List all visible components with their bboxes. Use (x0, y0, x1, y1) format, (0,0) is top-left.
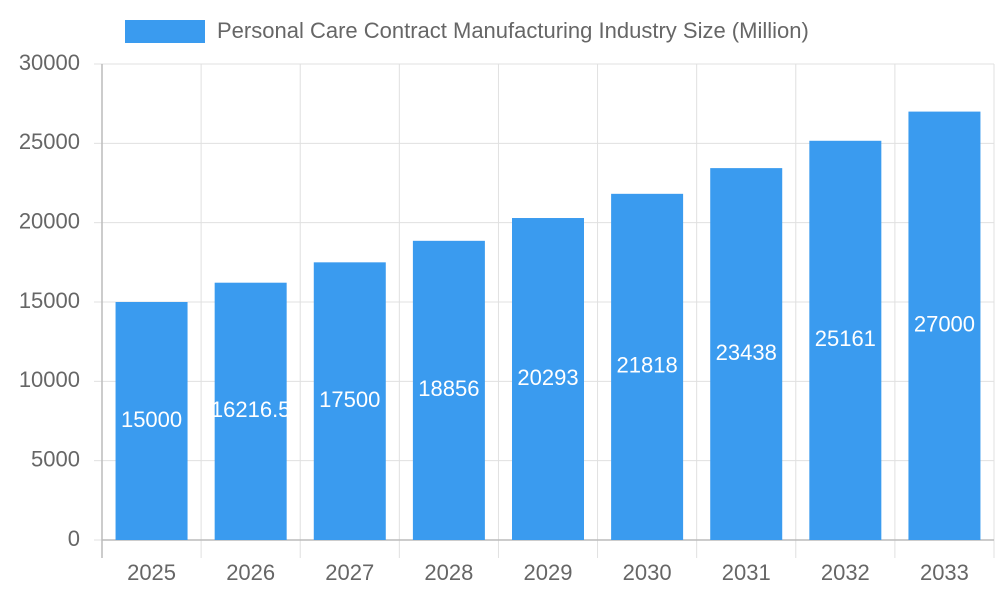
value-label: 25161 (815, 326, 876, 351)
value-label: 27000 (914, 312, 975, 337)
x-tick-label: 2026 (226, 560, 275, 585)
legend-label: Personal Care Contract Manufacturing Ind… (217, 18, 809, 43)
bar (611, 193, 684, 541)
bar (710, 168, 783, 540)
y-tick-label: 5000 (31, 446, 80, 471)
y-tick-label: 25000 (19, 129, 80, 154)
y-tick-label: 15000 (19, 288, 80, 313)
x-tick-label: 2033 (920, 560, 969, 585)
bar (512, 218, 584, 540)
value-label: 16216.5 (211, 397, 291, 422)
x-tick-label: 2030 (623, 560, 672, 585)
value-label: 18856 (418, 376, 479, 401)
value-label: 17500 (319, 387, 380, 412)
value-label: 15000 (121, 407, 182, 432)
bar (214, 282, 287, 540)
y-tick-label: 0 (68, 526, 80, 551)
value-label: 21818 (617, 353, 678, 378)
y-tick-label: 20000 (19, 208, 80, 233)
x-tick-label: 2027 (325, 560, 374, 585)
x-tick-label: 2029 (524, 560, 573, 585)
x-tick-label: 2031 (722, 560, 771, 585)
bar (908, 111, 981, 540)
legend-swatch (125, 20, 205, 43)
bar (313, 262, 386, 540)
bar (809, 140, 882, 540)
bar (115, 302, 188, 540)
y-tick-label: 30000 (19, 50, 80, 75)
value-label: 20293 (517, 365, 578, 390)
y-tick-label: 10000 (19, 367, 80, 392)
bar (412, 240, 485, 541)
value-label: 23438 (716, 340, 777, 365)
x-tick-label: 2025 (127, 560, 176, 585)
x-tick-label: 2028 (424, 560, 473, 585)
x-tick-label: 2032 (821, 560, 870, 585)
